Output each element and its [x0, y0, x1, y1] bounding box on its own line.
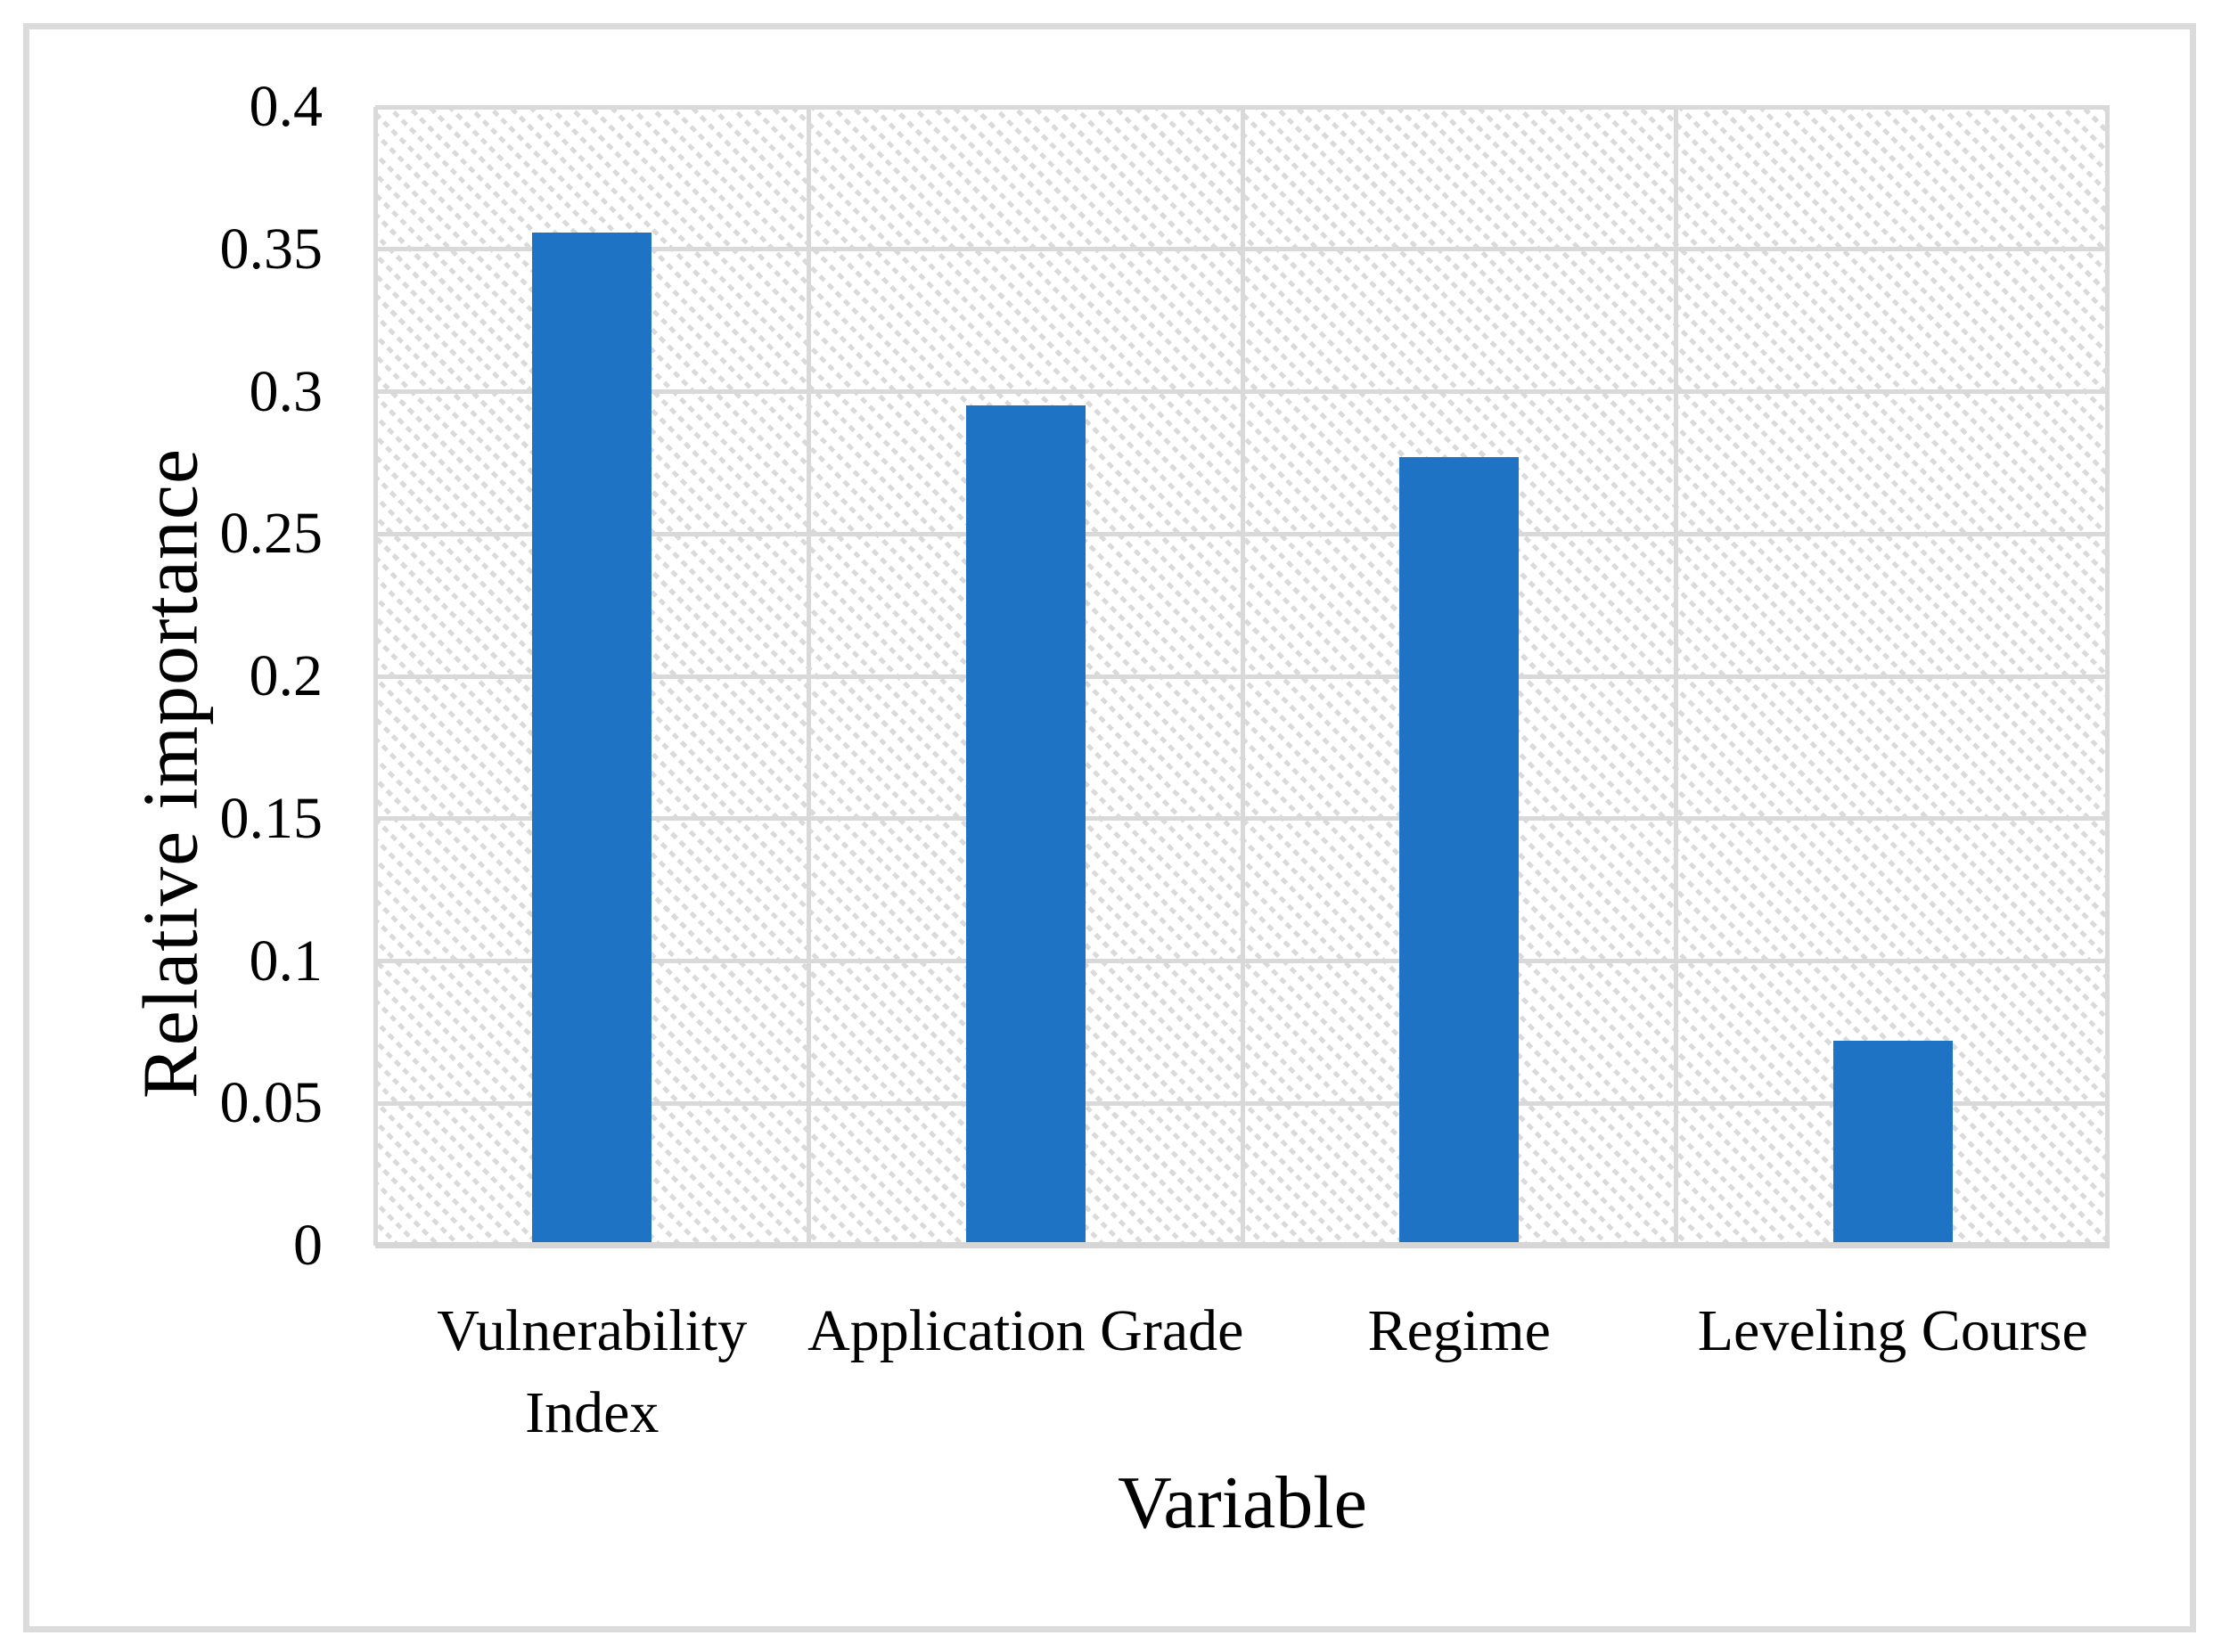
category-label: Regime	[1183, 1290, 1735, 1372]
category-label: Vulnerability Index	[316, 1290, 868, 1454]
bar-application-grade	[965, 405, 1086, 1246]
vertical-gridline	[1240, 107, 1245, 1246]
x-axis-line	[375, 1242, 2110, 1248]
y-tick-label: 0.1	[249, 928, 324, 994]
category-label-line: Vulnerability	[437, 1298, 748, 1363]
vertical-gridline	[1674, 107, 1678, 1246]
category-label: Application Grade	[750, 1290, 1302, 1372]
category-label-line: Index	[525, 1380, 660, 1445]
category-label-line: Application Grade	[807, 1298, 1244, 1363]
y-tick-label: 0.25	[219, 501, 324, 567]
y-tick-label: 0.3	[249, 358, 324, 424]
vertical-gridline	[2105, 107, 2110, 1246]
bar-regime	[1399, 456, 1520, 1246]
category-label-line: Leveling Course	[1697, 1298, 2088, 1363]
plot-area	[373, 104, 2110, 1248]
y-tick-label: 0.35	[219, 216, 324, 282]
y-tick-label: 0.2	[249, 643, 324, 708]
category-label-line: Regime	[1367, 1298, 1551, 1363]
bar-leveling-course	[1832, 1040, 1953, 1246]
y-tick-label: 0.4	[249, 74, 324, 139]
category-label: Leveling Course	[1617, 1290, 2169, 1372]
bar-vulnerability-index	[532, 232, 652, 1246]
y-tick-label: 0	[293, 1213, 323, 1278]
vertical-gridline	[807, 107, 811, 1246]
y-tick-label: 0.05	[219, 1070, 324, 1136]
x-axis-title: Variable	[1118, 1461, 1367, 1544]
vertical-gridline	[373, 107, 378, 1246]
y-axis-title: Relative importance	[127, 447, 215, 1100]
y-tick-label: 0.15	[219, 785, 324, 851]
